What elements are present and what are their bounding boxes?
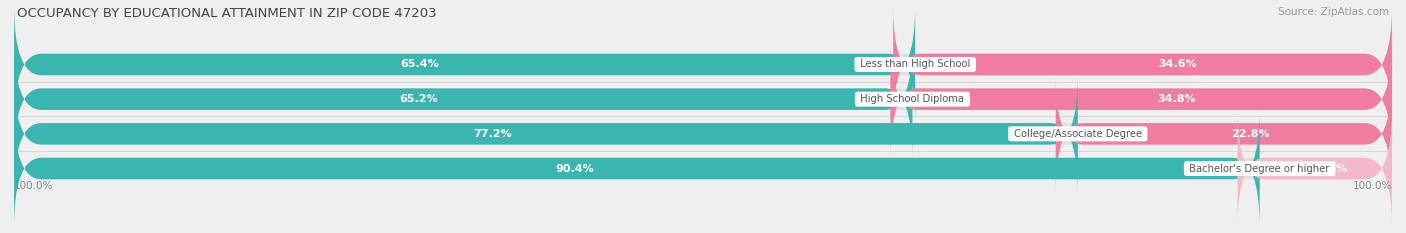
- Text: 34.8%: 34.8%: [1157, 94, 1195, 104]
- FancyBboxPatch shape: [14, 6, 915, 123]
- FancyBboxPatch shape: [14, 41, 1392, 158]
- FancyBboxPatch shape: [14, 6, 1392, 123]
- FancyBboxPatch shape: [1237, 110, 1392, 227]
- FancyBboxPatch shape: [890, 41, 1392, 158]
- FancyBboxPatch shape: [14, 75, 1392, 192]
- FancyBboxPatch shape: [1056, 75, 1392, 192]
- Text: 100.0%: 100.0%: [14, 181, 53, 191]
- FancyBboxPatch shape: [893, 6, 1392, 123]
- Text: 65.2%: 65.2%: [399, 94, 437, 104]
- FancyBboxPatch shape: [14, 110, 1392, 227]
- Text: 100.0%: 100.0%: [1353, 181, 1392, 191]
- Text: High School Diploma: High School Diploma: [858, 94, 967, 104]
- Text: 65.4%: 65.4%: [401, 59, 439, 69]
- Text: Bachelor's Degree or higher: Bachelor's Degree or higher: [1187, 164, 1333, 174]
- Text: 77.2%: 77.2%: [474, 129, 512, 139]
- Text: 9.6%: 9.6%: [1317, 164, 1348, 174]
- FancyBboxPatch shape: [14, 75, 1078, 192]
- Text: 90.4%: 90.4%: [555, 164, 593, 174]
- FancyBboxPatch shape: [14, 41, 912, 158]
- Text: Less than High School: Less than High School: [856, 59, 973, 69]
- Text: College/Associate Degree: College/Associate Degree: [1011, 129, 1144, 139]
- Text: 34.6%: 34.6%: [1159, 59, 1197, 69]
- Text: OCCUPANCY BY EDUCATIONAL ATTAINMENT IN ZIP CODE 47203: OCCUPANCY BY EDUCATIONAL ATTAINMENT IN Z…: [17, 7, 436, 20]
- Text: Source: ZipAtlas.com: Source: ZipAtlas.com: [1278, 7, 1389, 17]
- Text: 22.8%: 22.8%: [1232, 129, 1270, 139]
- FancyBboxPatch shape: [14, 110, 1260, 227]
